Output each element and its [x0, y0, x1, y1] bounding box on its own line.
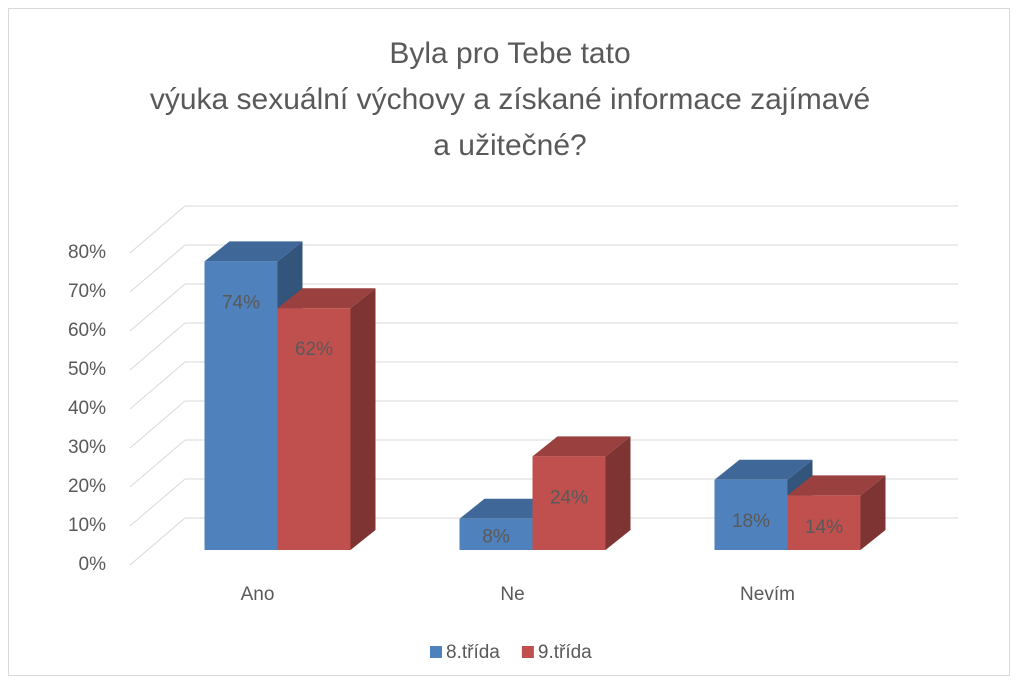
chart-title: výuka sexuální výchovy a získané informa… — [150, 83, 870, 116]
grid-line — [129, 283, 186, 332]
y-tick-label: 20% — [68, 476, 106, 497]
data-label: 74% — [222, 292, 260, 313]
y-tick-label: 50% — [68, 359, 106, 380]
y-tick-label: 10% — [68, 515, 106, 536]
data-label: 18% — [732, 511, 770, 532]
grid-line — [129, 322, 186, 371]
y-tick-label: 70% — [68, 281, 106, 302]
bar — [277, 308, 351, 550]
grid-line — [129, 205, 186, 254]
y-tick-label: 30% — [68, 437, 106, 458]
legend-label: 9.třída — [538, 642, 592, 663]
bar — [714, 479, 788, 550]
grid-line — [129, 244, 186, 293]
bar — [204, 261, 278, 550]
bar-top — [204, 241, 303, 262]
x-tick-label: Nevím — [740, 584, 795, 605]
legend-swatch — [521, 646, 534, 658]
bar-side — [860, 475, 886, 550]
legend-label: 8.třída — [446, 642, 500, 663]
grid-line — [129, 400, 186, 449]
bar — [459, 518, 533, 550]
legend-swatch — [430, 646, 442, 658]
data-label: 8% — [482, 527, 510, 548]
grid-line — [129, 361, 186, 410]
y-tick-label: 60% — [68, 320, 106, 341]
grid-line — [129, 439, 186, 488]
chart-border — [8, 8, 1010, 676]
bar-top — [787, 475, 886, 496]
bar-side — [350, 288, 376, 550]
chart-title: a užitečné? — [433, 129, 586, 162]
bar-top — [714, 459, 813, 480]
y-tick-label: 0% — [79, 554, 107, 575]
x-tick-label: Ne — [500, 584, 524, 605]
bar — [532, 456, 606, 550]
data-label: 24% — [550, 487, 588, 508]
bar-top — [532, 436, 631, 457]
bar-side — [605, 436, 631, 550]
y-tick-label: 80% — [68, 242, 106, 263]
bar — [787, 495, 861, 550]
bar-top — [277, 288, 376, 309]
y-tick-label: 40% — [68, 398, 106, 419]
grid-line — [129, 517, 186, 566]
grid-line — [129, 478, 186, 527]
x-tick-label: Ano — [241, 584, 275, 605]
data-label: 62% — [295, 339, 333, 360]
chart-title: Byla pro Tebe tato — [389, 37, 630, 70]
data-label: 14% — [805, 517, 843, 538]
